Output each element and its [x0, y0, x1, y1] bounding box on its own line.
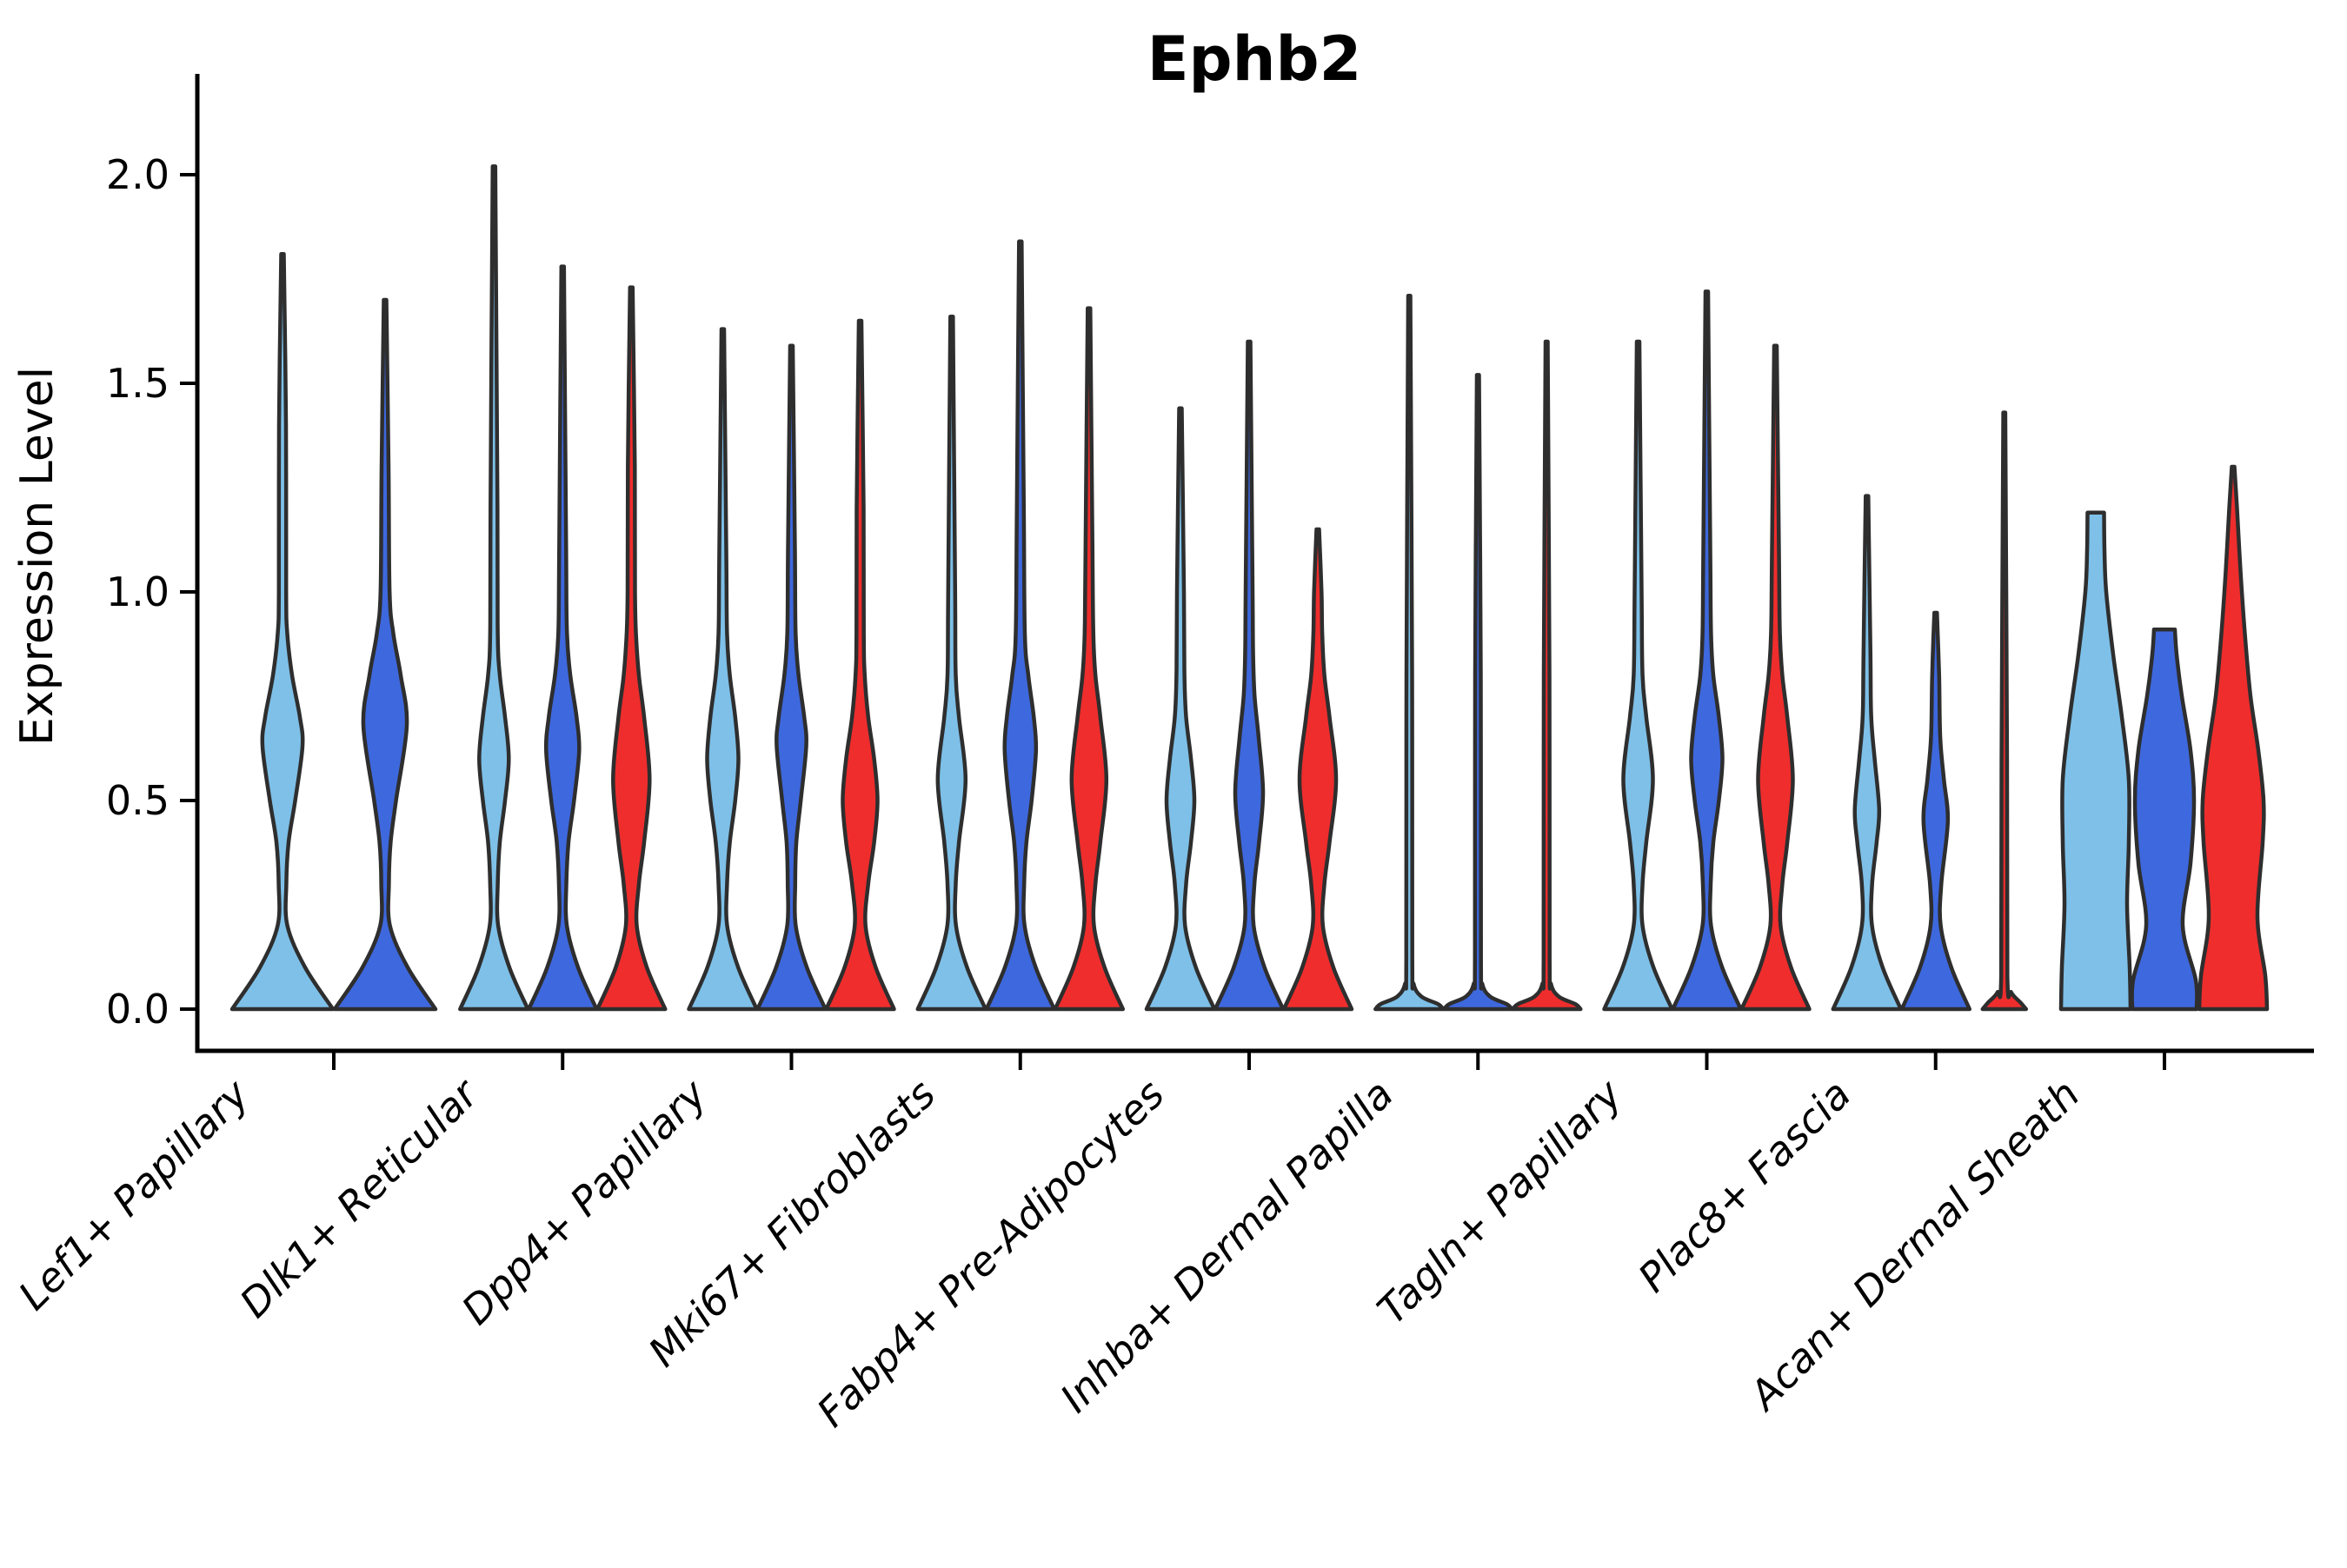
violin-red [1980, 410, 2029, 1012]
violin-dark_blue [1442, 373, 1514, 1012]
violin-dark_blue [332, 297, 438, 1012]
violin-light_blue [2058, 510, 2133, 1012]
violin-light_blue [915, 314, 988, 1012]
violin-light_blue [1831, 494, 1904, 1012]
violin-dark_blue [1213, 339, 1286, 1012]
x-category-label: Tagln+ Papillary [1368, 1070, 1632, 1333]
violin-red [1511, 339, 1583, 1012]
violin-light_blue [1144, 406, 1217, 1012]
violin-dark_blue [527, 264, 599, 1012]
x-category-label: Dlk1+ Reticular [230, 1068, 489, 1326]
violin-light_blue [458, 164, 530, 1012]
violins-layer [229, 164, 2270, 1012]
violin-dark_blue [1899, 610, 1972, 1012]
violin-dark_blue [2130, 627, 2199, 1012]
violin-light_blue [229, 251, 336, 1012]
y-axis-label: Expression Level [11, 367, 63, 746]
violin-dark_blue [1671, 289, 1743, 1012]
chart-title: Ephb2 [1147, 23, 1362, 95]
violin-light_blue [687, 327, 759, 1012]
violin-dark_blue [984, 239, 1057, 1012]
violin-red [2197, 464, 2270, 1012]
y-tick-label: 1.0 [106, 568, 170, 615]
axes-layer [180, 74, 2314, 1070]
violin-red [1739, 343, 1812, 1012]
violin-light_blue [1602, 339, 1674, 1012]
x-category-label: Lef1+ Papillary [10, 1070, 258, 1319]
y-tick-label: 0.0 [106, 986, 170, 1033]
violin-red [824, 318, 896, 1012]
violin-red [1053, 306, 1126, 1012]
x-category-label: Dpp4+ Papillary [453, 1070, 716, 1333]
violin-red [595, 285, 668, 1012]
y-tick-label: 0.5 [106, 777, 170, 824]
x-category-label: Plac8+ Fascia [1629, 1071, 1859, 1301]
y-tick-label: 2.0 [106, 151, 170, 198]
violin-light_blue [1373, 293, 1446, 1012]
violin-dark_blue [755, 343, 828, 1012]
violin-red [1281, 527, 1354, 1012]
y-tick-label: 1.5 [106, 360, 170, 407]
